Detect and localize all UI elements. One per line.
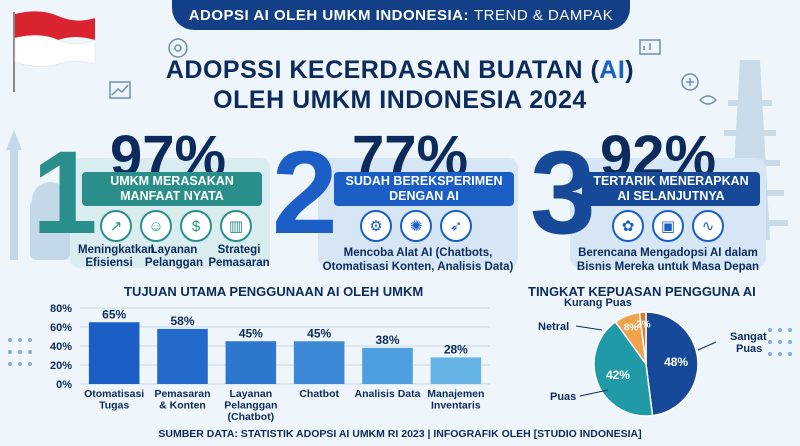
stat1-label-efisiensi: Meningkatkan Efisiensi: [78, 244, 155, 269]
rocket-icon: ➶: [440, 210, 472, 242]
y-tick-label: 40%: [50, 341, 72, 353]
bar-value-label: 28%: [444, 342, 468, 356]
bar: [88, 322, 140, 384]
bar-value-label: 38%: [375, 333, 399, 347]
ai-chip-icon: ▣: [652, 210, 684, 242]
gears-icon: ⚙: [360, 210, 392, 242]
pie-category-label: Puas: [550, 391, 576, 403]
banner-subtitle: TREND & DAMPAK: [474, 6, 614, 24]
money-icon: $: [180, 210, 212, 242]
main-title-line1: ADOPSSI KECERDASAN BUATAN (AI): [0, 56, 800, 85]
stat3-strip: TERTARIK MENERAPKAN AI SELANJUTNYA: [582, 172, 760, 206]
y-tick-label: 0%: [56, 379, 72, 391]
y-tick-label: 80%: [50, 303, 72, 315]
stat2-strip: SUDAH BEREKSPERIMEN DENGAN AI: [334, 172, 514, 206]
stat2-icons: ⚙ ✺ ➶: [360, 210, 472, 242]
header-banner: ADOPSI AI OLEH UMKM INDONESIA: TREND & D…: [172, 0, 630, 30]
bar: [157, 328, 208, 384]
pie-category-label: Netral: [538, 321, 569, 333]
stat2-description: Mencoba Alat AI (Chatbots, Otomatisasi Ko…: [322, 247, 514, 273]
stat2-strip-line1: SUDAH BEREKSPERIMEN: [345, 174, 503, 188]
pie-slice: [645, 311, 699, 417]
leader-line: [697, 341, 717, 351]
bar-value-label: 45%: [239, 326, 263, 340]
pie-slice: [638, 311, 647, 365]
x-tick-label: Pemasaran: [154, 388, 210, 400]
plant-money-icon: ✿: [612, 210, 644, 242]
leader-line: [575, 325, 603, 331]
y-tick-label: 60%: [50, 322, 72, 334]
pie-category-label: Sangat: [730, 331, 767, 343]
pie-category-label-line2: Puas: [736, 343, 762, 355]
stat1-icons: ↗ ☺ $ ▥: [100, 210, 252, 242]
bar: [430, 357, 482, 384]
pie-chart-title: TINGKAT KEPUASAN PENGGUNA AI: [528, 284, 756, 299]
pie-value-label: 8%: [624, 322, 639, 333]
bulb-icon: ✺: [400, 210, 432, 242]
pie-value-label: 2%: [636, 320, 651, 331]
leader-line: [579, 389, 609, 397]
stat1-label-strategi: Strategi Pemasaran: [208, 244, 270, 269]
stat3-strip-line1: TERTARIK MENERAPKAN: [593, 174, 749, 188]
banner-title: ADOPSI AI OLEH UMKM INDONESIA:: [188, 6, 470, 24]
stat1-labels: Meningkatkan Efisiensi Layanan Pelanggan S…: [78, 244, 270, 270]
pie-slice: [593, 320, 654, 417]
footer-source: SUMBER DATA: STATISTIK ADOPSI AI UMKM RI…: [158, 428, 642, 440]
stat1-strip-line2: MANFAAT NYATA: [120, 189, 224, 203]
strategy-chart-icon: ▥: [220, 210, 252, 242]
pie-value-label: 48%: [664, 355, 688, 369]
x-tick-label: & Konten: [159, 400, 206, 412]
stat3-strip-line2: AI SELANJUTNYA: [617, 189, 725, 203]
x-tick-label: Manajemen: [427, 388, 484, 400]
title-text: ADOPSSI KECERDASAN BUATAN (: [165, 56, 600, 84]
x-tick-label: Analisis Data: [355, 388, 421, 400]
bar: [225, 341, 277, 384]
x-tick-label: Chatbot: [299, 388, 339, 400]
x-tick-label: Inventaris: [431, 400, 481, 412]
x-tick-label: Pelanggan: [224, 400, 277, 412]
pie-category-label: Kurang Puas: [564, 297, 632, 309]
stat2-number: 2: [272, 127, 338, 259]
stat1-strip-line1: UMKM MERASAKAN: [110, 174, 234, 188]
stat1-strip: UMKM MERASAKAN MANFAAT NYATA: [82, 172, 262, 206]
bar-chart-title: TUJUAN UTAMA PENGGUNAAN AI OLEH UMKM: [124, 284, 424, 299]
title-ai: AI: [599, 56, 626, 84]
bar: [293, 341, 345, 384]
trend-up-icon: ↗: [100, 210, 132, 242]
stat3-description: Berencana Mengadopsi AI dalam Bisnis Mere…: [576, 247, 760, 273]
bar-value-label: 65%: [102, 307, 126, 321]
main-title-line2: OLEH UMKM INDONESIA 2024: [213, 86, 587, 114]
x-tick-label: (Chatbot): [228, 411, 275, 423]
stat1-label-layanan: Layanan Pelanggan: [144, 244, 204, 269]
x-tick-label: Otomatisasi: [84, 388, 144, 400]
x-tick-label: Tugas: [99, 400, 129, 412]
bar: [362, 347, 413, 384]
x-tick-label: Layanan: [230, 388, 273, 400]
route-icon: ∿: [692, 210, 724, 242]
y-tick-label: 20%: [50, 360, 72, 372]
support-person-icon: ☺: [140, 210, 172, 242]
bar-value-label: 45%: [307, 326, 331, 340]
stat2-strip-line2: DENGAN AI: [389, 189, 459, 203]
pie-value-label: 42%: [606, 368, 630, 382]
bar-value-label: 58%: [170, 314, 194, 328]
title-paren: ): [625, 56, 635, 84]
stat3-icons: ✿ ▣ ∿: [612, 210, 724, 242]
